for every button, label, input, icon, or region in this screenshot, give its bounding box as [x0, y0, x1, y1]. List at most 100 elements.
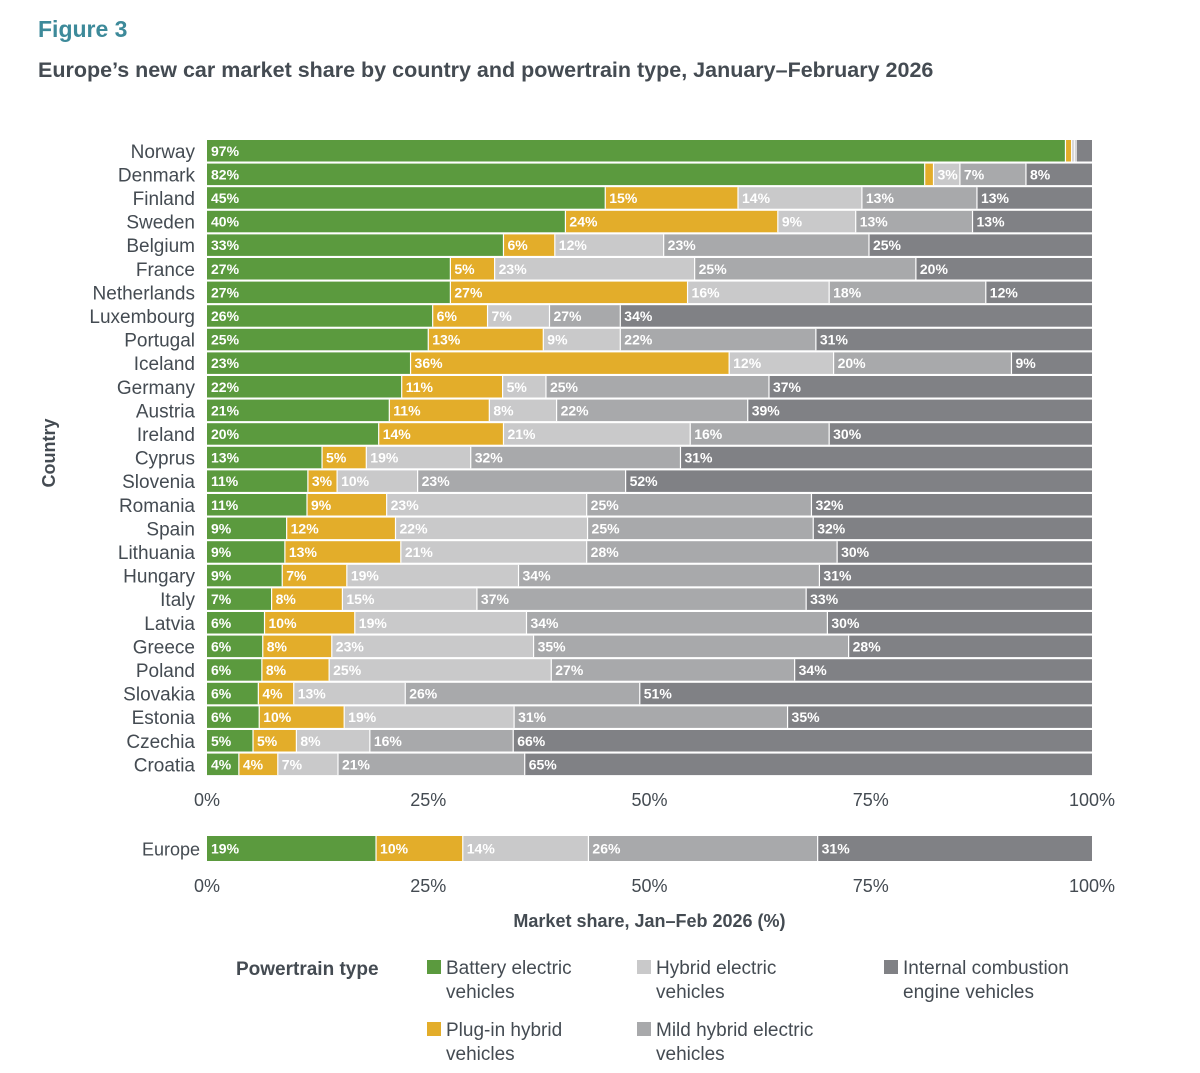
bar-spain-phev-segment: [286, 517, 396, 540]
bar-ireland-bev-segment: [207, 423, 379, 445]
bar-poland-phev-label: 8%: [266, 662, 287, 678]
bar-france-ice-segment: [915, 258, 1092, 280]
bar-spain-hev-label: 22%: [400, 520, 429, 536]
bar-spain-ice-segment: [813, 517, 1092, 540]
bar-slovakia-phev-segment: [258, 682, 294, 705]
bar-czechia-phev-label: 5%: [257, 733, 278, 749]
bar-czechia-ice-label: 66%: [517, 733, 546, 749]
bar-hungary-category-label: Hungary: [123, 567, 195, 588]
bar-germany-hev-segment: [502, 376, 546, 398]
bar-europe-bev-segment: [207, 836, 377, 861]
legend-label-hev: Hybrid electric: [656, 958, 776, 979]
bar-hungary-ice-segment: [819, 564, 1092, 587]
bar-finland-ice-label: 13%: [981, 190, 1010, 206]
bar-europe-mhev-label: 26%: [592, 841, 621, 857]
bar-france-ice-label: 20%: [920, 261, 949, 277]
bar-austria-bev-segment: [207, 399, 390, 422]
bar-belgium-hev-label: 12%: [559, 237, 588, 253]
bar-czechia-bev-segment: [207, 730, 254, 752]
bar-sweden-mhev-label: 13%: [860, 214, 889, 230]
bar-italy-hev-label: 15%: [346, 591, 375, 607]
bar-estonia-hev-segment: [344, 706, 515, 728]
bar-germany-ice-segment: [768, 376, 1092, 398]
bar-latvia-mhev-segment: [526, 612, 828, 634]
bar-hungary-mhev-segment: [518, 564, 820, 587]
bar-denmark-mhev-label: 7%: [964, 166, 985, 182]
bar-portugal-ice-label: 31%: [820, 332, 849, 348]
bar-estonia-bev-label: 6%: [211, 709, 232, 725]
bar-italy-phev-segment: [271, 588, 343, 610]
europe-x-tick-label: 100%: [1069, 876, 1115, 896]
bar-denmark-bev-segment: [207, 163, 925, 186]
bar-slovakia-mhev-label: 26%: [409, 686, 438, 702]
europe-x-tick-label: 75%: [853, 876, 889, 896]
bar-estonia-category-label: Estonia: [132, 708, 196, 729]
bar-slovenia-phev-segment: [307, 470, 338, 492]
bar-italy-mhev-segment: [476, 588, 807, 610]
bar-belgium-hev-segment: [554, 234, 664, 256]
bar-denmark-hev-label: 3%: [937, 166, 958, 182]
bar-romania-phev-segment: [307, 494, 387, 516]
bar-iceland-mhev-segment: [833, 352, 1012, 374]
bar-ireland-ice-label: 30%: [833, 426, 862, 442]
bar-netherlands-mhev-label: 18%: [833, 284, 862, 300]
bar-croatia-category-label: Croatia: [134, 755, 196, 776]
bar-slovenia-ice-segment: [625, 470, 1092, 492]
bar-spain-mhev-segment: [587, 517, 814, 540]
bar-germany-mhev-label: 25%: [550, 379, 579, 395]
bar-luxembourg-ice-label: 34%: [624, 308, 653, 324]
bar-finland-mhev-label: 13%: [866, 190, 895, 206]
bar-ireland-bev-label: 20%: [211, 426, 240, 442]
bar-belgium-ice-segment: [868, 234, 1092, 256]
bar-romania-ice-label: 32%: [815, 497, 844, 513]
legend-label-hev: vehicles: [656, 982, 725, 1003]
bar-greece-ice-label: 28%: [853, 638, 882, 654]
bar-latvia-phev-segment: [264, 612, 355, 634]
bar-austria-phev-label: 11%: [393, 402, 421, 418]
legend-swatch-hev: [637, 960, 651, 974]
bar-greece-mhev-label: 35%: [538, 638, 567, 654]
bar-norway-hev-segment: [1071, 140, 1075, 162]
bar-hungary-phev-label: 7%: [286, 568, 307, 584]
legend-swatch-mhev: [637, 1022, 651, 1036]
bar-europe-category-label: Europe: [142, 840, 200, 860]
bar-luxembourg-bev-segment: [207, 305, 433, 327]
bar-finland-hev-segment: [738, 187, 862, 209]
bar-france-category-label: France: [136, 260, 195, 281]
bar-ireland-ice-segment: [829, 423, 1092, 445]
legend-swatch-ice: [884, 960, 898, 974]
bar-hungary-phev-segment: [282, 564, 347, 587]
bar-ireland-hev-segment: [503, 423, 691, 445]
bar-romania-phev-label: 9%: [311, 497, 332, 513]
bar-poland-hev-label: 25%: [333, 662, 362, 678]
bar-croatia-ice-label: 65%: [529, 756, 558, 772]
bar-greece-bev-segment: [207, 635, 263, 658]
bar-germany-category-label: Germany: [117, 378, 196, 399]
bar-iceland-ice-label: 9%: [1015, 355, 1036, 371]
bar-czechia-mhev-segment: [369, 730, 514, 752]
bar-sweden-hev-segment: [777, 210, 856, 233]
bar-latvia-hev-segment: [354, 612, 527, 634]
legend-swatch-phev: [427, 1022, 441, 1036]
bar-latvia-ice-segment: [827, 612, 1092, 634]
bar-sweden-ice-label: 13%: [977, 214, 1006, 230]
legend-label-ice: Internal combustion: [903, 958, 1069, 979]
bar-lithuania-phev-segment: [284, 541, 401, 563]
bar-portugal-phev-label: 13%: [432, 332, 461, 348]
bar-poland-bev-label: 6%: [211, 662, 232, 678]
legend-label-bev: vehicles: [446, 982, 515, 1003]
bar-estonia-mhev-label: 31%: [518, 709, 547, 725]
bar-luxembourg-ice-segment: [620, 305, 1092, 327]
bar-romania-ice-segment: [811, 494, 1092, 516]
bar-cyprus-mhev-segment: [470, 446, 681, 469]
bar-slovakia-ice-label: 51%: [644, 686, 673, 702]
legend-label-mhev: Mild hybrid electric: [656, 1020, 813, 1041]
bar-sweden-bev-segment: [207, 210, 566, 233]
europe-x-tick-label: 0%: [194, 876, 220, 896]
bar-lithuania-hev-segment: [400, 541, 587, 563]
bar-luxembourg-hev-label: 7%: [492, 308, 513, 324]
bar-germany-bev-label: 22%: [211, 379, 240, 395]
bar-latvia-bev-label: 6%: [211, 615, 232, 631]
bar-lithuania-ice-segment: [837, 541, 1092, 563]
bar-hungary-bev-segment: [207, 564, 283, 587]
